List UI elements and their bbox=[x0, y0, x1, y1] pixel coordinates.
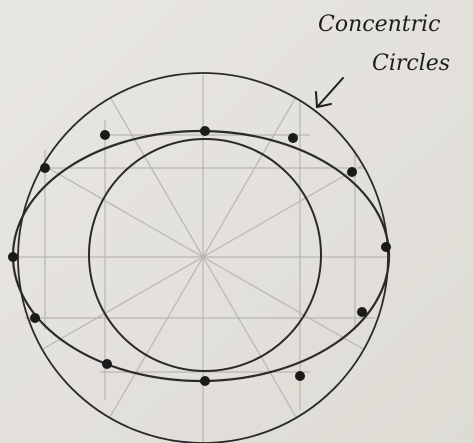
annotation-line: Concentric bbox=[318, 12, 440, 37]
page: Concentric Circles (() => { const data =… bbox=[0, 0, 473, 443]
annotation-line: Circles bbox=[372, 51, 450, 76]
sketch: Concentric Circles bbox=[0, 0, 473, 443]
